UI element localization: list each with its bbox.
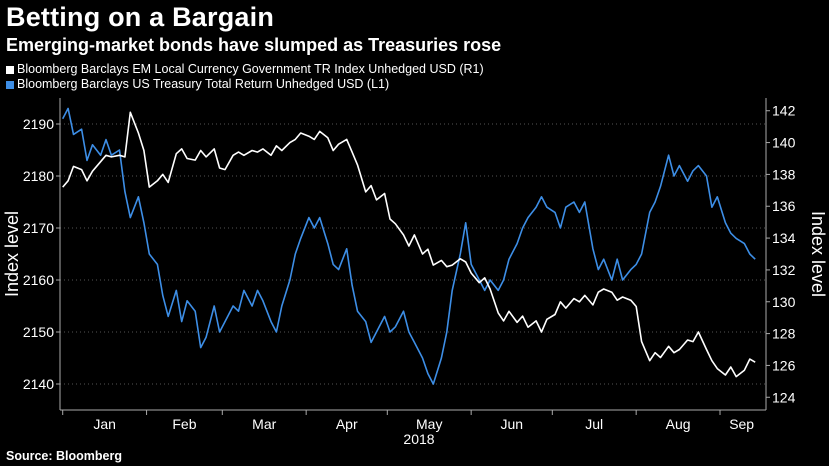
x-tick-label: Mar (252, 416, 276, 432)
right-tick-label: 132 (772, 262, 796, 278)
right-tick-label: 134 (772, 230, 796, 246)
left-axis-label: Index level (2, 211, 22, 297)
right-tick-label: 124 (772, 389, 796, 405)
right-axis-ticks: 124 126 128 130 132 134 136 138 140 142 (766, 103, 796, 405)
legend-item-ust: Bloomberg Barclays US Treasury Total Ret… (6, 77, 484, 92)
x-tick-label: Jul (585, 416, 603, 432)
right-tick-label: 140 (772, 135, 796, 151)
chart-title: Betting on a Bargain (6, 2, 275, 32)
left-tick-label: 2150 (23, 324, 54, 340)
x-tick-label: Sep (729, 416, 754, 432)
series-layer (61, 107, 756, 385)
legend-item-em: Bloomberg Barclays EM Local Currency Gov… (6, 62, 484, 77)
legend-label-ust: Bloomberg Barclays US Treasury Total Ret… (17, 77, 390, 91)
x-tick-label: Feb (172, 416, 196, 432)
left-tick-label: 2170 (23, 220, 54, 236)
x-tick-label: Apr (336, 416, 358, 432)
legend-label-em: Bloomberg Barclays EM Local Currency Gov… (17, 62, 484, 76)
right-axis-label: Index level (808, 211, 828, 297)
right-tick-label: 136 (772, 198, 796, 214)
x-tick-label: May (416, 416, 442, 432)
right-tick-label: 142 (772, 103, 796, 119)
left-axis-ticks: 2140 2150 2160 2170 2180 2190 (23, 116, 60, 392)
x-tick-label: Aug (666, 416, 691, 432)
gridlines (60, 123, 766, 385)
x-tick-label: Jan (93, 416, 116, 432)
series-line-ust (61, 107, 756, 385)
left-tick-label: 2180 (23, 168, 54, 184)
legend: Bloomberg Barclays EM Local Currency Gov… (6, 62, 484, 92)
left-tick-label: 2140 (23, 376, 54, 392)
series-line-em (62, 111, 756, 378)
source-note: Source: Bloomberg (6, 449, 122, 463)
legend-swatch-ust (6, 80, 14, 89)
x-axis-ticks: Jan Feb Mar Apr May Jun Jul Aug Sep (62, 410, 754, 432)
right-tick-label: 130 (772, 294, 796, 310)
legend-swatch-em (6, 65, 14, 74)
right-tick-label: 128 (772, 326, 796, 342)
left-tick-label: 2160 (23, 272, 54, 288)
x-tick-label: Jun (500, 416, 523, 432)
x-year-label: 2018 (403, 431, 434, 447)
left-tick-label: 2190 (23, 116, 54, 132)
right-tick-label: 126 (772, 357, 796, 373)
right-tick-label: 138 (772, 166, 796, 182)
chart-subtitle: Emerging-market bonds have slumped as Tr… (6, 35, 502, 55)
